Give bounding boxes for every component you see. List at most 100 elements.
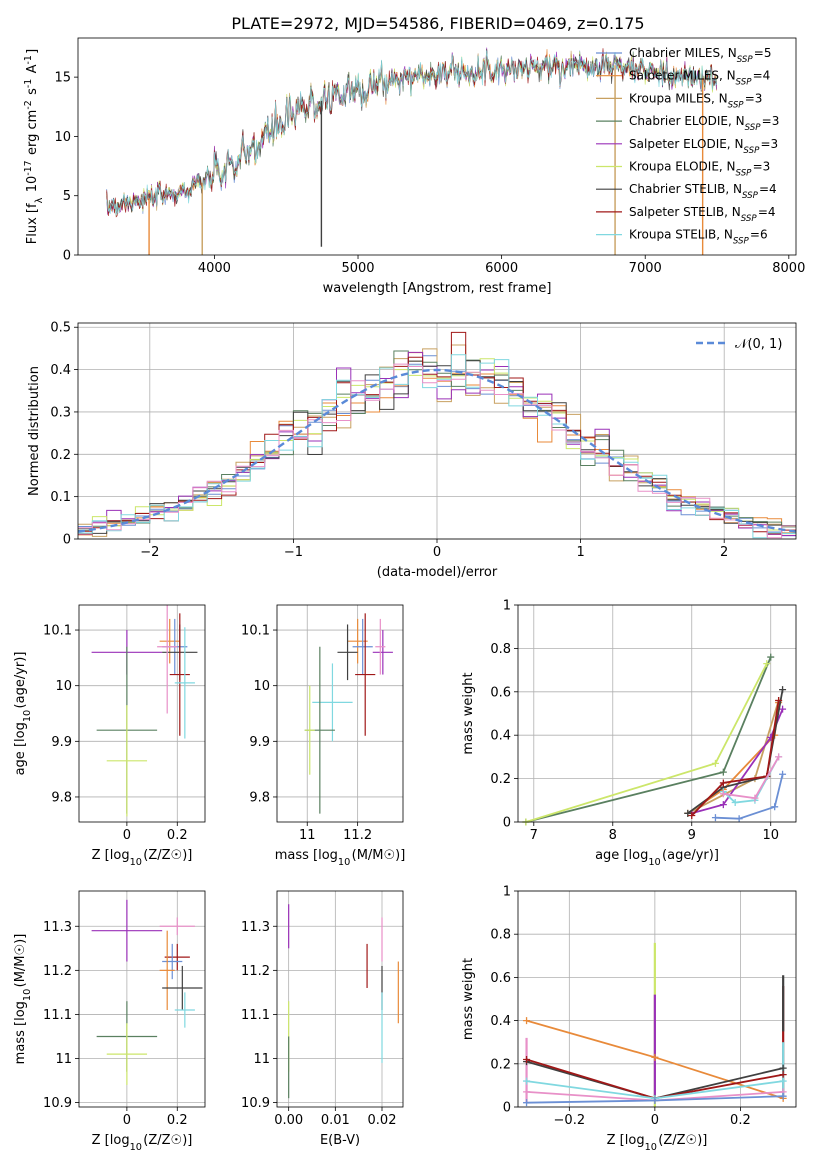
- massweight-marker: [779, 1077, 787, 1085]
- massweight-marker: [719, 790, 727, 798]
- x-tick-label: 7000: [629, 261, 662, 276]
- y-tick-label: 0.5: [50, 321, 71, 336]
- y-tick-label: 10.9: [43, 1096, 72, 1111]
- y-axis-label: Normed distribution: [27, 366, 42, 496]
- massweight-marker: [523, 1077, 531, 1085]
- y-axis-label: Flux [fλ 10-17 erg cm-2 s-1 A-1 ]: [23, 49, 45, 245]
- x-tick-label: 0.02: [368, 1113, 397, 1128]
- massweight-marker: [523, 1017, 531, 1025]
- y-tick-label: 11.3: [241, 920, 270, 935]
- y-tick-label: 10.1: [43, 624, 72, 639]
- x-tick-label: 0: [123, 828, 131, 843]
- axes-frame: [78, 890, 206, 1108]
- x-axis-label: Z [log10 (Z/Z☉)]: [607, 1133, 708, 1153]
- y-tick-label: 0.8: [490, 928, 511, 943]
- massweight-marker: [775, 696, 783, 704]
- x-tick-label: 7: [530, 828, 538, 843]
- histogram-series: [78, 354, 796, 539]
- x-axis-label: Z [log10 (Z/Z☉)]: [92, 1133, 193, 1153]
- y-tick-label: 10: [253, 679, 270, 694]
- y-tick-label: 0.4: [490, 729, 511, 744]
- y-tick-label: 0.6: [490, 685, 511, 700]
- errorbar-points: [288, 904, 399, 1099]
- x-tick-label: 4000: [198, 261, 231, 276]
- y-tick-label: 0.1: [50, 490, 71, 505]
- axes-frame: [77, 37, 797, 256]
- y-tick-label: 11: [253, 1052, 270, 1067]
- x-axis-label: wavelength [Angstrom, rest frame]: [323, 281, 552, 296]
- massweight-marker: [779, 1071, 787, 1079]
- y-tick-label: 11.2: [43, 964, 72, 979]
- x-tick-label: 11: [299, 828, 316, 843]
- x-tick-label: 0.2: [167, 828, 188, 843]
- massweight-marker: [779, 770, 787, 778]
- legend-entry: Chabrier ELODIE, NSSP =3: [629, 114, 779, 133]
- massweight-marker: [775, 753, 783, 761]
- massweight-marker: [771, 803, 779, 811]
- massweight-series: [715, 774, 784, 820]
- x-axis-label: Z [log10 (Z/Z☉)]: [92, 848, 193, 868]
- y-tick-label: 9.8: [249, 790, 270, 805]
- y-tick-label: 0.2: [490, 772, 511, 787]
- legend-entry: Kroupa MILES, NSSP =3: [629, 91, 762, 110]
- x-tick-label: 0.00: [274, 1113, 303, 1128]
- axes-frame: [517, 890, 797, 1108]
- massweight-marker: [711, 814, 719, 822]
- x-tick-label: 8: [609, 828, 617, 843]
- x-tick-label: 0.2: [730, 1113, 751, 1128]
- legend-entry: 𝒩(0, 1): [735, 337, 782, 352]
- axes-frame: [276, 890, 404, 1108]
- x-tick-label: 0: [651, 1113, 659, 1128]
- x-tick-label: 0: [433, 545, 441, 560]
- spectrum-panel: 4000 5000 6000 7000 8000 0 5 10 15 wavelength [An…: [23, 37, 805, 296]
- x-tick-label: 2: [720, 545, 728, 560]
- massweight-marker: [779, 1092, 787, 1100]
- legend-entry: Salpeter ELODIE, NSSP =3: [629, 137, 778, 156]
- y-tick-label: 15: [54, 71, 71, 86]
- legend-entry: Salpeter STELIB, NSSP =4: [629, 205, 776, 224]
- massweight-marker: [779, 1064, 787, 1072]
- y-tick-label: 9.9: [249, 735, 270, 750]
- x-axis-label: (data-model)/error: [377, 565, 498, 580]
- y-tick-label: 10.9: [241, 1096, 270, 1111]
- histogram-series: [78, 331, 796, 535]
- massweight-marker: [763, 660, 771, 668]
- errorbar-points: [91, 899, 203, 1085]
- x-tick-label: 10: [762, 828, 779, 843]
- y-tick-label: 1: [503, 885, 511, 900]
- y-tick-label: 11.2: [241, 964, 270, 979]
- x-axis-label: mass [log10 (M/M☉)]: [275, 848, 406, 868]
- massweight-marker: [651, 1097, 659, 1105]
- massweight-vs-metallicity-panel: −0.2 0 0.2 0 0.2 0.4 0.6 0.8 1 Z [log10 (Z/Z☉)] ma…: [461, 885, 797, 1153]
- spectrum-lines: [106, 47, 718, 255]
- massweight-marker: [688, 811, 696, 819]
- massweight-lines: [522, 653, 787, 826]
- massweight-marker: [523, 1055, 531, 1063]
- massweight-marker: [523, 1099, 531, 1107]
- y-tick-label: 0.2: [50, 448, 71, 463]
- x-axis-label: E(B-V): [320, 1133, 360, 1148]
- y-axis-label: mass weight: [461, 672, 476, 754]
- y-tick-label: 10.1: [241, 624, 270, 639]
- massweight-marker: [779, 705, 787, 713]
- y-tick-label: 0.8: [490, 642, 511, 657]
- spectrum-series-line: [106, 50, 718, 216]
- y-tick-label: 1: [503, 599, 511, 614]
- x-axis-label: age [log10 (age/yr)]: [595, 848, 719, 868]
- legend-entry: Kroupa STELIB, NSSP =6: [629, 228, 768, 247]
- y-axis-label: age [log10 (age/yr)]: [13, 652, 33, 776]
- age-vs-mass-panel: 11 11.2 9.8 9.9 10 10.1 mass [log10 (M/M☉)]: [241, 604, 406, 868]
- x-tick-label: 0.2: [167, 1113, 188, 1128]
- massweight-marker: [523, 1088, 531, 1096]
- x-tick-label: 5000: [341, 261, 374, 276]
- massweight-marker: [651, 1053, 659, 1061]
- x-tick-label: 1: [576, 545, 584, 560]
- x-tick-label: 11.2: [343, 828, 372, 843]
- y-tick-label: 0.4: [50, 363, 71, 378]
- y-tick-label: 0: [503, 1101, 511, 1116]
- x-tick-label: −1: [284, 545, 303, 560]
- x-tick-label: 0.01: [321, 1113, 350, 1128]
- massweight-marker: [711, 759, 719, 767]
- massweight-marker: [719, 801, 727, 809]
